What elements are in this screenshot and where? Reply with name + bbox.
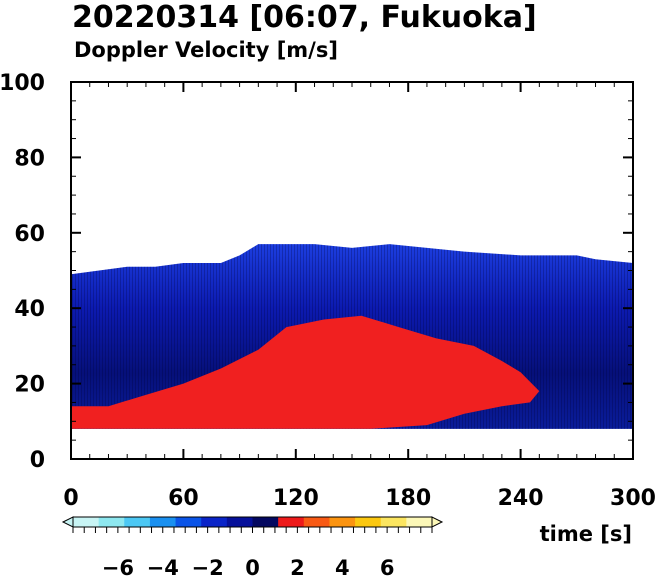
colorbar-arrow-right: [431, 516, 444, 528]
colorbar-swatch: [252, 517, 279, 527]
x-tick-label: 180: [385, 486, 431, 511]
colorbar-swatch: [329, 517, 356, 527]
colorbar-swatch: [149, 517, 177, 527]
colorbar-arrow-left: [61, 516, 74, 528]
colorbar-swatch: [175, 517, 202, 527]
colorbar-swatch: [124, 517, 151, 527]
colorbar-tick-label: −6: [102, 556, 134, 577]
x-tick-label: 60: [168, 486, 199, 511]
colorbar-swatch: [380, 517, 407, 527]
colorbar-tick-label: 2: [290, 556, 305, 577]
colorbar-swatch: [226, 517, 253, 527]
x-tick-label: 0: [63, 486, 78, 511]
y-tick-label: 80: [14, 146, 45, 171]
y-tick-label: 40: [14, 297, 45, 322]
colorbar-tick-label: 4: [335, 556, 350, 577]
x-tick-label: 240: [498, 486, 544, 511]
echo-region-positive: [71, 315, 540, 429]
colorbar-tick-label: −2: [192, 556, 224, 577]
x-tick-label: 120: [273, 486, 319, 511]
colorbar-swatch: [73, 517, 100, 527]
chart-subtitle: Doppler Velocity [m/s]: [74, 38, 338, 62]
axes: 0 60 120 180 240 300 0 20 40 60 80 100: [0, 71, 655, 511]
y-tick-label: 0: [30, 448, 45, 473]
colorbar-tick-label: 0: [245, 556, 260, 577]
y-tick-label: 100: [0, 71, 45, 96]
colorbar-swatch: [303, 517, 330, 527]
colorbar-swatch: [278, 517, 305, 527]
x-tick-label: 300: [610, 486, 655, 511]
colorbar-swatch: [406, 517, 433, 527]
colorbar-swatch: [201, 517, 228, 527]
colorbar: −6 −4 −2 0 2 4 6: [61, 516, 444, 577]
chart-title: 20220314 [06:07, Fukuoka]: [72, 0, 537, 35]
heatmap-layer: [71, 244, 633, 429]
y-tick-label: 20: [14, 373, 45, 398]
colorbar-swatch: [355, 517, 382, 527]
colorbar-tick-label: −4: [147, 556, 179, 577]
y-tick-label: 60: [14, 222, 45, 247]
x-axis-label: time [s]: [540, 522, 632, 546]
colorbar-swatch: [98, 517, 125, 527]
colorbar-tick-label: 6: [380, 556, 395, 577]
